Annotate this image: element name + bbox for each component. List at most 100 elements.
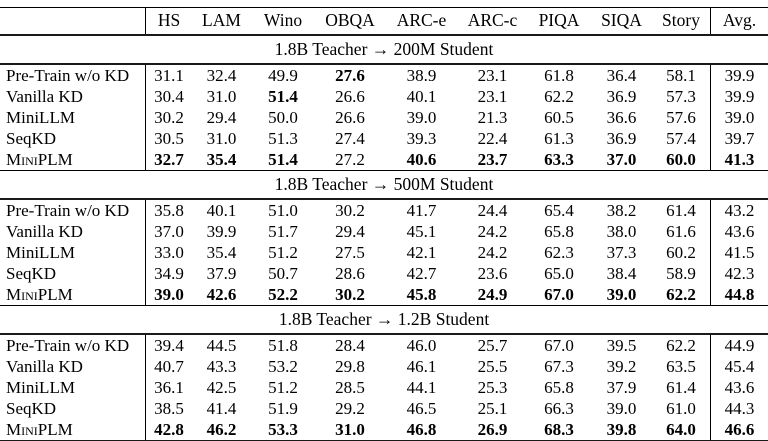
table-cell: 39.5 <box>606 336 637 355</box>
table-cell: 28.6 <box>335 264 365 283</box>
table-cell: 31.0 <box>206 129 237 148</box>
table-sections: 1.8B Teacher → 200M Student Pre-Train w/… <box>0 36 768 441</box>
table-cell: 51.4 <box>268 87 298 106</box>
table-cell: 40.6 <box>406 150 437 169</box>
table-cell: 52.2 <box>268 285 298 304</box>
table-row: Pre-Train w/o KD 39.4 44.5 51.8 28.4 46.0 25.… <box>0 335 768 356</box>
table-cell: 25.7 <box>477 336 508 355</box>
table-cell: 37.0 <box>606 150 637 169</box>
table-cell: 41.7 <box>406 201 437 220</box>
table-cell: 26.6 <box>335 87 365 106</box>
table-row: MiniPLM 32.7 35.4 51.4 27.2 40.6 23.7 63.3 37.0… <box>0 149 768 170</box>
table-cell: 41.4 <box>206 399 237 418</box>
header-empty-cell <box>0 8 145 34</box>
table-cell: 44.3 <box>710 398 768 419</box>
table-cell: 51.3 <box>268 129 298 148</box>
table-cell: 61.3 <box>544 129 574 148</box>
row-label: Vanilla KD <box>6 87 83 106</box>
table-cell: 68.3 <box>544 420 574 439</box>
table-cell: 66.3 <box>544 399 574 418</box>
table-cell: 26.6 <box>335 108 365 127</box>
table-cell: 39.0 <box>606 285 637 304</box>
table-cell: 64.0 <box>666 420 696 439</box>
table-cell: 43.6 <box>710 221 768 242</box>
column-header-arc-e: ARC-e <box>396 10 447 31</box>
table-cell: 25.3 <box>477 378 508 397</box>
row-label: Vanilla KD <box>6 222 83 241</box>
table-cell: 51.2 <box>268 378 298 397</box>
table-cell: 40.1 <box>206 201 237 220</box>
table-cell: 39.2 <box>606 357 637 376</box>
table-cell: 43.3 <box>206 357 237 376</box>
table-cell: 30.4 <box>145 86 192 107</box>
table-cell: 46.6 <box>710 419 768 440</box>
table-cell: 43.2 <box>710 200 768 221</box>
table-cell: 36.1 <box>145 377 192 398</box>
table-cell: 40.7 <box>145 356 192 377</box>
table-cell: 29.2 <box>335 399 365 418</box>
table-cell: 25.1 <box>477 399 508 418</box>
table-cell: 24.4 <box>477 201 508 220</box>
table-cell: 39.3 <box>406 129 437 148</box>
table-cell: 44.9 <box>710 335 768 356</box>
column-header-hs: HS <box>145 8 192 34</box>
section-title: 1.8B Teacher → 500M Student <box>0 171 768 200</box>
table-cell: 53.2 <box>268 357 298 376</box>
table-cell: 41.5 <box>710 242 768 263</box>
table-cell: 61.6 <box>666 222 696 241</box>
table-cell: 46.2 <box>206 420 237 439</box>
table-cell: 39.8 <box>606 420 637 439</box>
row-label: SeqKD <box>6 129 57 148</box>
table-cell: 44.8 <box>710 284 768 305</box>
table-cell: 36.9 <box>606 129 637 148</box>
table-cell: 39.0 <box>145 284 192 305</box>
table-cell: 61.0 <box>666 399 696 418</box>
table-cell: 60.2 <box>666 243 696 262</box>
table-cell: 65.8 <box>544 378 574 397</box>
table-cell: 22.4 <box>477 129 508 148</box>
table-row: MiniLLM 30.2 29.4 50.0 26.6 39.0 21.3 60.5 36.6… <box>0 107 768 128</box>
table-cell: 62.2 <box>544 87 574 106</box>
table-row: SeqKD 34.9 37.9 50.7 28.6 42.7 23.6 65.0 38.4 58… <box>0 263 768 284</box>
table-cell: 58.1 <box>666 66 696 85</box>
table-cell: 23.1 <box>477 87 508 106</box>
table-cell: 63.3 <box>544 150 574 169</box>
table-cell: 42.5 <box>206 378 237 397</box>
table-cell: 29.8 <box>335 357 365 376</box>
table-cell: 35.4 <box>206 150 237 169</box>
table-cell: 35.4 <box>206 243 237 262</box>
table-cell: 51.8 <box>268 336 298 355</box>
table-cell: 62.3 <box>544 243 574 262</box>
table-row: SeqKD 30.5 31.0 51.3 27.4 39.3 22.4 61.3 36.9 57… <box>0 128 768 149</box>
table-cell: 31.0 <box>335 420 365 439</box>
table-cell: 57.4 <box>666 129 696 148</box>
table-cell: 37.0 <box>145 221 192 242</box>
table-cell: 42.8 <box>145 419 192 440</box>
column-header-lam: LAM <box>202 10 241 31</box>
table-cell: 39.9 <box>206 222 237 241</box>
table-row: MiniLLM 33.0 35.4 51.2 27.5 42.1 24.2 62.3 37.3… <box>0 242 768 263</box>
table-cell: 24.9 <box>477 285 508 304</box>
table-cell: 62.2 <box>666 336 696 355</box>
column-header-wino: Wino <box>263 10 303 31</box>
table-cell: 63.5 <box>666 357 696 376</box>
table-cell: 37.9 <box>606 378 637 397</box>
table-cell: 38.9 <box>406 66 437 85</box>
table-cell: 35.8 <box>145 200 192 221</box>
table-cell: 39.4 <box>145 335 192 356</box>
table-cell: 36.9 <box>606 87 637 106</box>
table-cell: 41.3 <box>710 149 768 170</box>
table-cell: 42.7 <box>406 264 437 283</box>
table-cell: 27.2 <box>335 150 365 169</box>
table-cell: 65.8 <box>544 222 574 241</box>
table-cell: 29.4 <box>335 222 365 241</box>
table-cell: 44.1 <box>406 378 437 397</box>
table-cell: 27.4 <box>335 129 365 148</box>
table-cell: 51.9 <box>268 399 298 418</box>
row-label: SeqKD <box>6 399 57 418</box>
table-cell: 28.4 <box>335 336 365 355</box>
table-row: Vanilla KD 40.7 43.3 53.2 29.8 46.1 25.5 67.3 3… <box>0 356 768 377</box>
table-cell: 44.5 <box>206 336 237 355</box>
table-cell: 32.4 <box>206 66 237 85</box>
table-cell: 30.5 <box>145 128 192 149</box>
